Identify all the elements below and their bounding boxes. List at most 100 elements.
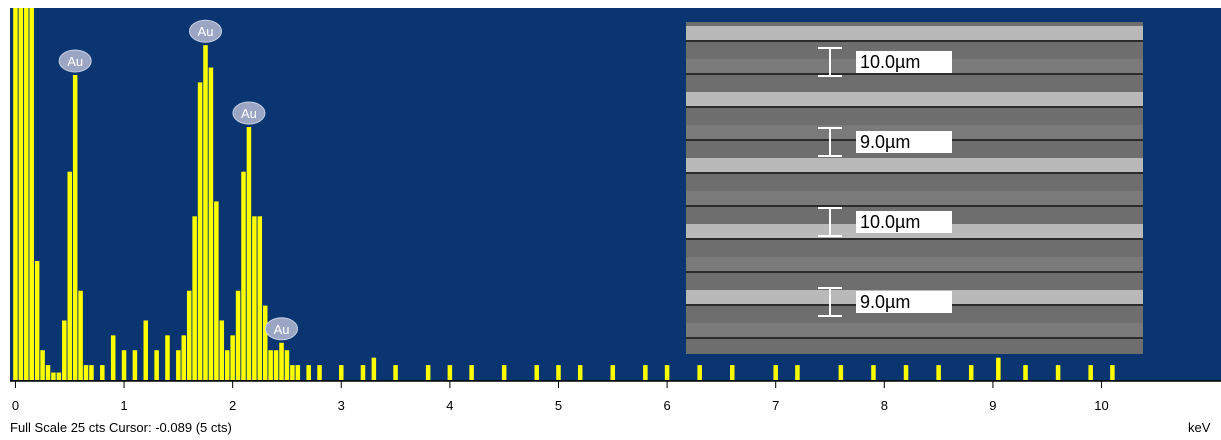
- spectrum-bar: [535, 365, 540, 380]
- x-axis-label: keV: [1188, 420, 1211, 435]
- x-tick-label: 1: [120, 398, 127, 413]
- spectrum-bar: [154, 350, 159, 380]
- spectrum-bar: [665, 365, 670, 380]
- spectrum-bar: [871, 365, 876, 380]
- spectrum-bar: [317, 365, 322, 380]
- spectrum-bar: [192, 216, 197, 380]
- scale-label: 9.0µm: [860, 292, 910, 312]
- spectrum-bar: [1056, 365, 1061, 380]
- spectrum-bar: [252, 216, 257, 380]
- spectrum-bar: [100, 365, 105, 380]
- spectrum-bar: [13, 8, 17, 380]
- spectrum-bar: [241, 172, 246, 380]
- spectrum-bar: [448, 365, 453, 380]
- spectrum-bar: [84, 365, 89, 380]
- spectrum-bar: [182, 335, 187, 380]
- x-tick-label: 10: [1094, 398, 1108, 413]
- spectrum-bar: [643, 365, 648, 380]
- chart: 10.0µm 9.0µm 10.0µm 9.0µm Full Scale 25 cts…: [0, 0, 1221, 440]
- spectrum-bar: [176, 350, 181, 380]
- spectrum-bar: [165, 335, 170, 380]
- x-tick-label: 0: [12, 398, 19, 413]
- spectrum-bar: [502, 365, 507, 380]
- spectrum-bar: [40, 350, 45, 380]
- scale-label: 9.0µm: [860, 132, 910, 152]
- spectrum-bar: [144, 320, 149, 380]
- spectrum-bar: [29, 8, 34, 380]
- spectrum-bar: [969, 365, 974, 380]
- x-tick-label: 8: [881, 398, 888, 413]
- spectrum-bar: [306, 365, 311, 380]
- x-tick-label: 7: [772, 398, 779, 413]
- sem-inset: 10.0µm 9.0µm 10.0µm 9.0µm: [686, 22, 1143, 354]
- spectrum-bar: [296, 365, 301, 380]
- spectrum-bar: [258, 216, 263, 380]
- spectrum-bar: [225, 350, 230, 380]
- peak-label: Au: [274, 322, 290, 337]
- spectrum-bar: [426, 365, 431, 380]
- spectrum-bar: [268, 350, 273, 380]
- spectrum-bar: [469, 365, 474, 380]
- scale-label: 10.0µm: [860, 52, 920, 72]
- x-tick-label: 6: [663, 398, 670, 413]
- spectrum-bar: [247, 127, 252, 380]
- spectrum-bar: [214, 201, 219, 380]
- spectrum-bar: [361, 365, 366, 380]
- spectrum-bar: [795, 365, 800, 380]
- spectrum-bar: [1110, 365, 1115, 380]
- spectrum-bar: [1088, 365, 1093, 380]
- spectrum-bar: [19, 8, 24, 380]
- spectrum-bar: [839, 365, 844, 380]
- spectrum-bar: [730, 365, 735, 380]
- spectrum-bar: [904, 365, 909, 380]
- scale-label: 10.0µm: [860, 212, 920, 232]
- spectrum-bar: [198, 82, 203, 380]
- x-tick-label: 9: [989, 398, 996, 413]
- spectrum-bar: [67, 172, 72, 380]
- x-tick-label: 5: [555, 398, 562, 413]
- inset-stripe: [686, 92, 1143, 106]
- spectrum-bar: [89, 365, 94, 380]
- spectrum-bar: [393, 365, 398, 380]
- spectrum-bar: [46, 365, 51, 380]
- spectrum-bar: [203, 45, 208, 380]
- spectrum-bar: [936, 365, 941, 380]
- spectrum-bar: [220, 320, 225, 380]
- spectrum-bar: [285, 350, 290, 380]
- spectrum-bar: [24, 8, 29, 380]
- spectrum-bar: [133, 350, 138, 380]
- spectrum-bar: [111, 335, 116, 380]
- inset-stripe: [686, 158, 1143, 172]
- spectrum-bar: [209, 68, 214, 380]
- spectrum-bar: [773, 365, 778, 380]
- peak-label: Au: [241, 106, 257, 121]
- spectrum-bar: [57, 373, 62, 380]
- spectrum-bar: [73, 75, 78, 380]
- spectrum-bar: [122, 350, 127, 380]
- spectrum-bar: [279, 343, 284, 380]
- spectrum-bar: [263, 306, 268, 380]
- spectrum-bar: [187, 291, 192, 380]
- spectrum-bar: [274, 350, 279, 380]
- spectrum-bar: [51, 373, 56, 380]
- spectrum-bar: [1023, 365, 1027, 380]
- peak-label: Au: [198, 24, 214, 39]
- x-tick-label: 3: [338, 398, 345, 413]
- page: {"chart_data": { "type": "bar", "x_label…: [0, 0, 1221, 440]
- x-tick-label: 4: [446, 398, 453, 413]
- footer: Full Scale 25 cts Cursor: -0.089 (5 cts): [10, 420, 232, 435]
- spectrum-bar: [62, 320, 67, 380]
- spectrum-bar: [290, 365, 295, 380]
- spectrum-bar: [35, 261, 40, 380]
- spectrum-bar: [611, 365, 616, 380]
- spectrum-bar: [372, 358, 377, 380]
- inset-stripe: [686, 323, 1143, 337]
- inset-stripe: [686, 191, 1143, 205]
- spectrum-bar: [230, 335, 235, 380]
- inset-stripe: [686, 26, 1143, 40]
- spectrum-bar: [556, 365, 561, 380]
- spectrum-bar: [78, 291, 83, 380]
- peak-label: Au: [67, 54, 83, 69]
- spectrum-bar: [697, 365, 702, 380]
- x-tick-label: 2: [229, 398, 236, 413]
